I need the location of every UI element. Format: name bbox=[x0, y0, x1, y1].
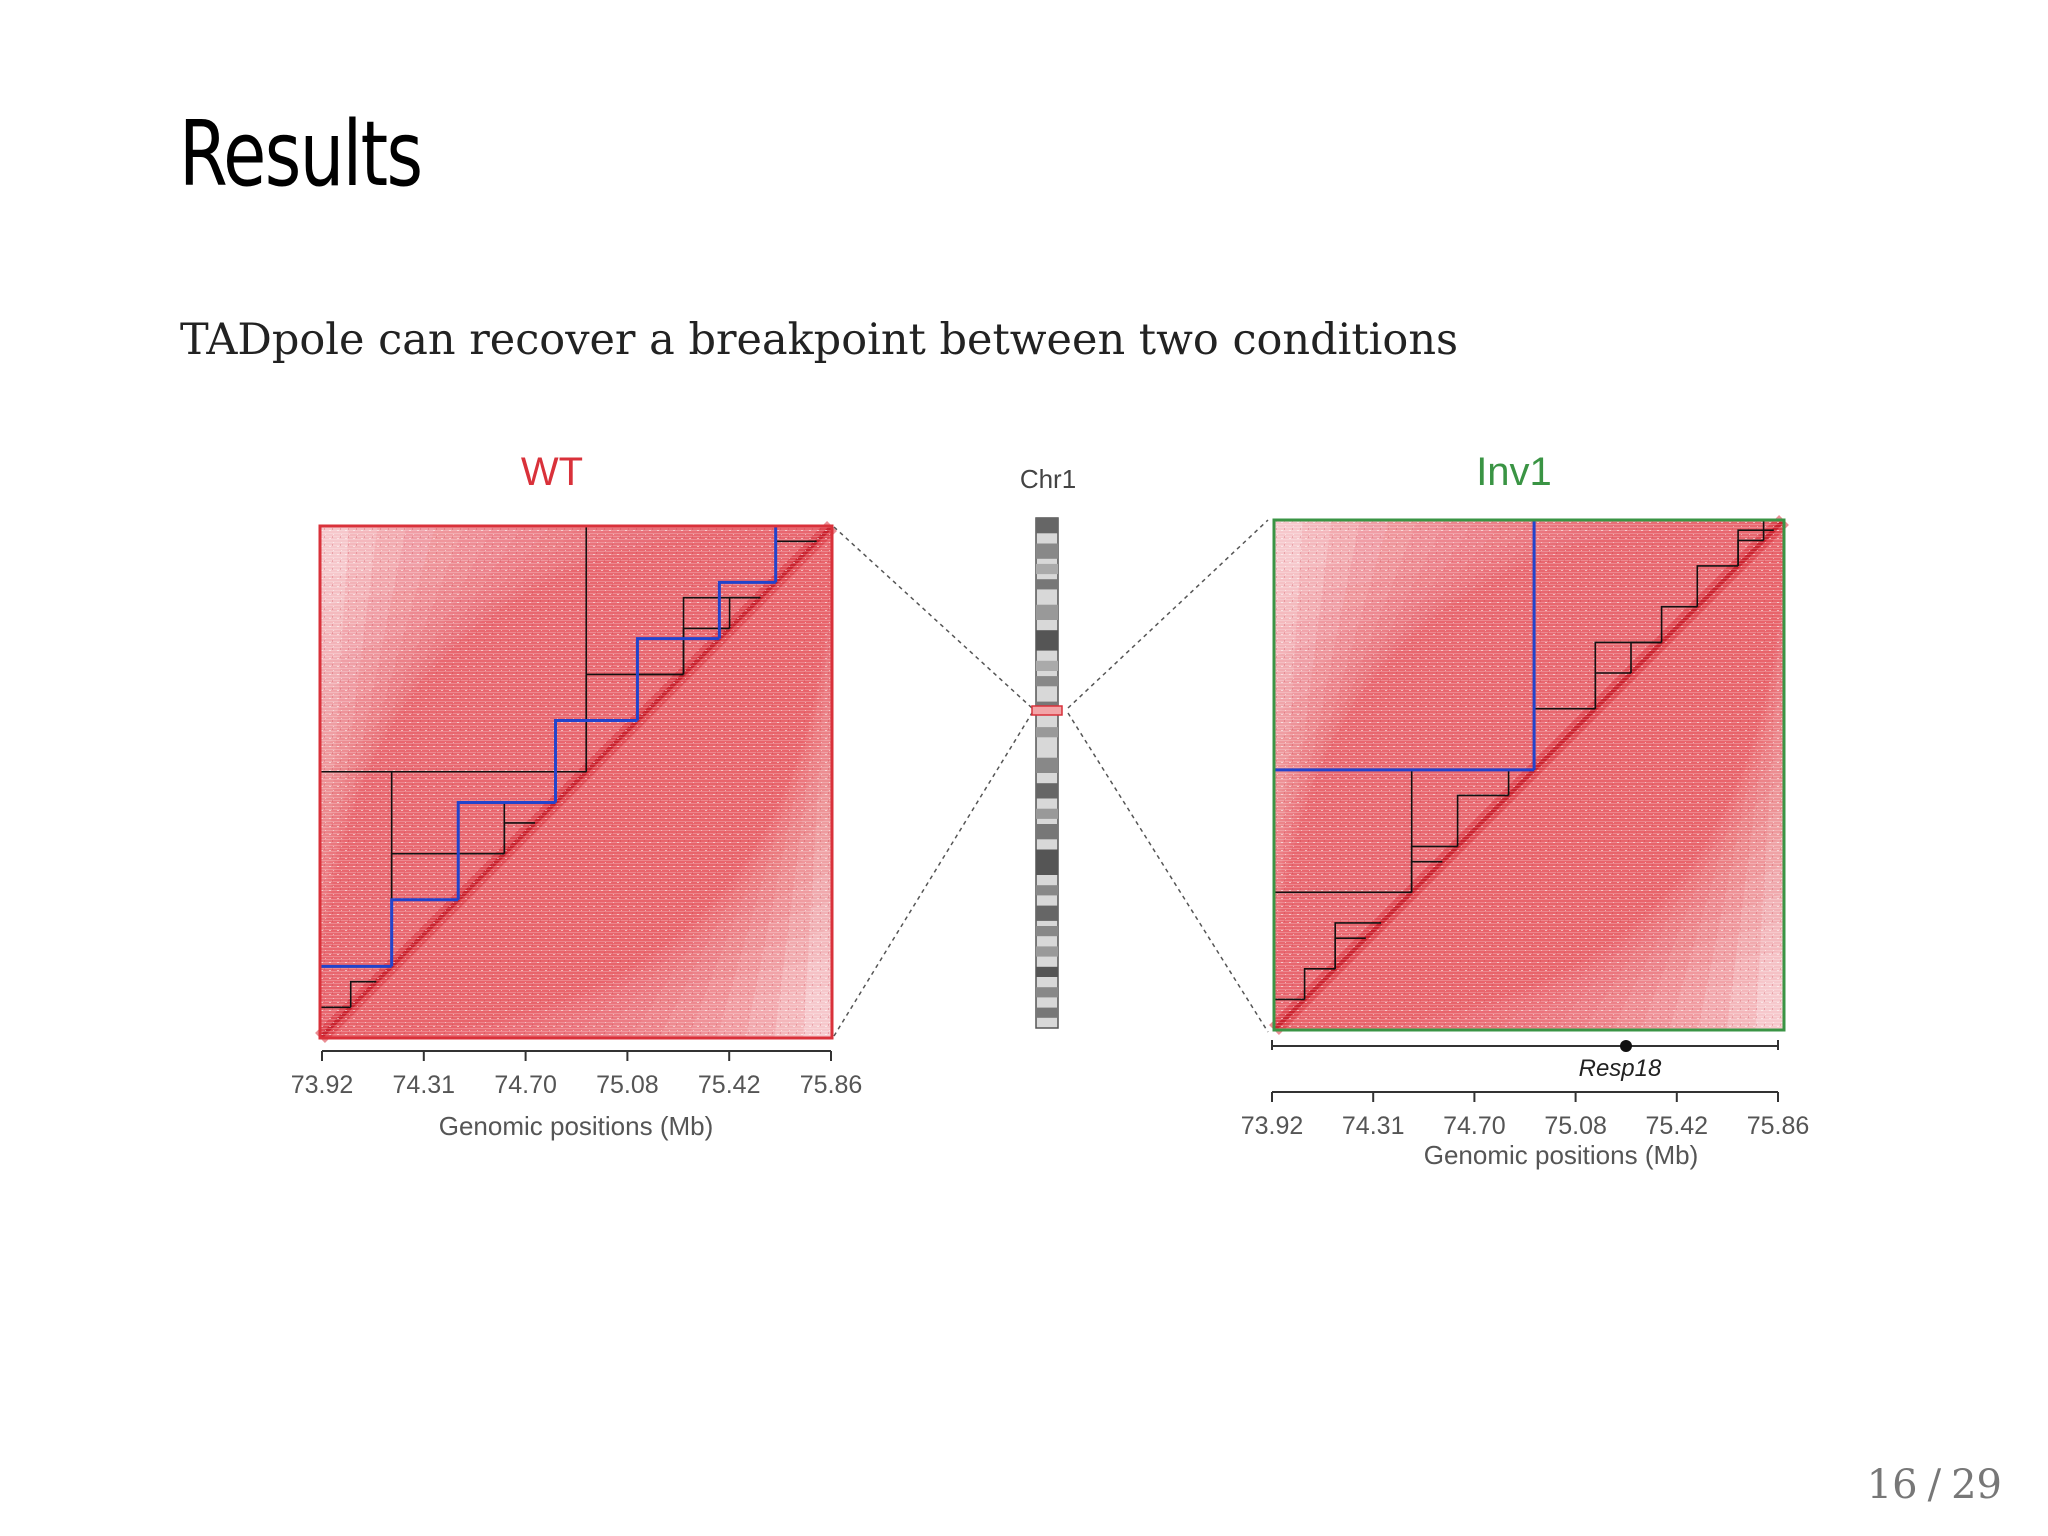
inv1-x-axis: 73.92 74.31 74.70 75.08 75.42 75.86 bbox=[1241, 1091, 1810, 1140]
inv1-tad-black bbox=[1303, 967, 1336, 1000]
page-total: 29 bbox=[1951, 1462, 2002, 1508]
wt-tad-blue bbox=[390, 898, 459, 967]
chromosome-band bbox=[1036, 849, 1058, 875]
chromosome-band bbox=[1036, 727, 1058, 738]
chromosome-band bbox=[1036, 543, 1058, 559]
zoom-guides bbox=[833, 519, 1269, 1037]
chromosome-band bbox=[1036, 926, 1058, 937]
inv1-zoom-guide-top bbox=[1067, 519, 1269, 709]
wt-tad-black bbox=[728, 596, 761, 629]
page-current: 16 bbox=[1866, 1462, 1918, 1508]
wt-texture-noise bbox=[320, 526, 832, 1038]
chromosome-region-highlight bbox=[1031, 705, 1063, 716]
wt-axis-tick-label: 75.42 bbox=[698, 1071, 761, 1099]
page-separator: / bbox=[1927, 1462, 1942, 1508]
inv1-heatmap bbox=[1269, 515, 1789, 1035]
wt-tad-blue bbox=[717, 580, 776, 639]
inv1-heatmap-frame bbox=[1272, 518, 1786, 1032]
chromosome-band bbox=[1036, 1007, 1058, 1018]
resp18-label: Resp18 bbox=[1579, 1055, 1662, 1082]
inv1-axis-tick-label: 74.31 bbox=[1342, 1112, 1405, 1140]
wt-tad-blue bbox=[554, 719, 638, 803]
inv1-tad-black bbox=[1660, 605, 1698, 643]
chromosome-band bbox=[1036, 885, 1058, 896]
wt-tad-blue bbox=[456, 800, 556, 900]
chromosome-band bbox=[1036, 579, 1058, 590]
wt-tad-black bbox=[682, 627, 730, 675]
chromosome-band bbox=[1036, 783, 1058, 799]
slide-subtitle: TADpole can recover a breakpoint between… bbox=[180, 315, 1459, 365]
chromosome-band bbox=[1036, 966, 1058, 977]
inv1-axis-tick-label: 75.86 bbox=[1747, 1112, 1810, 1140]
chromosome-label: Chr1 bbox=[1020, 464, 1076, 494]
chromosome-band bbox=[1036, 563, 1058, 575]
chromosome-band bbox=[1036, 676, 1058, 687]
inv1-tad-black bbox=[1456, 794, 1509, 847]
slide-title: Results bbox=[179, 102, 423, 207]
wt-x-axis: 73.92 74.31 74.70 75.08 75.42 75.86 bbox=[291, 1050, 863, 1099]
figure: WT 73.92 74.31 74.70 75.08 75.42 75.86 Genomi… bbox=[280, 440, 1820, 1200]
inv1-tad-black bbox=[1737, 529, 1774, 566]
inv1-tad-black bbox=[1630, 641, 1662, 673]
inv1-texture-noise bbox=[1274, 520, 1784, 1030]
chromosome-band bbox=[1036, 808, 1058, 819]
inv1-panel-title: Inv1 bbox=[1476, 450, 1552, 494]
inv1-axis-tick-label: 75.08 bbox=[1544, 1112, 1607, 1140]
inv1-axis-tick-label: 73.92 bbox=[1241, 1112, 1304, 1140]
hic-comparison-figure: WT 73.92 74.31 74.70 75.08 75.42 75.86 Genomi… bbox=[291, 450, 1810, 1170]
chromosome-band bbox=[1036, 824, 1058, 840]
wt-panel-title: WT bbox=[521, 450, 583, 494]
page-counter: 16/29 bbox=[1867, 1462, 2002, 1508]
wt-axis-tick-label: 74.31 bbox=[393, 1071, 456, 1099]
wt-tad-black bbox=[349, 980, 377, 1008]
inv1-gene-track: Resp18 bbox=[1271, 1040, 1779, 1082]
inv1-tad-black bbox=[1696, 565, 1739, 607]
wt-tad-black bbox=[503, 822, 536, 854]
wt-axis-tick-label: 73.92 bbox=[291, 1071, 354, 1099]
wt-axis-tick-label: 75.08 bbox=[596, 1071, 659, 1099]
inv1-axis-tick-label: 75.42 bbox=[1646, 1112, 1709, 1140]
wt-heatmap bbox=[315, 521, 837, 1043]
wt-axis-tick-label: 74.70 bbox=[494, 1071, 557, 1099]
wt-x-axis-label: Genomic positions (Mb) bbox=[439, 1111, 714, 1141]
inv1-tad-black bbox=[1410, 860, 1443, 893]
inv1-axis-tick-label: 74.70 bbox=[1443, 1112, 1506, 1140]
wt-tad-blue bbox=[635, 637, 720, 721]
wt-heatmap-frame bbox=[318, 524, 834, 1040]
chromosome-ideogram bbox=[1031, 517, 1063, 1029]
wt-zoom-guide-bottom bbox=[833, 712, 1033, 1037]
chromosome-band bbox=[1036, 604, 1058, 620]
inv1-tad-black bbox=[1334, 937, 1366, 969]
wt-axis-tick-label: 75.86 bbox=[800, 1071, 863, 1099]
chromosome-band bbox=[1036, 757, 1058, 773]
chromosome-band bbox=[1036, 905, 1058, 921]
resp18-marker bbox=[1620, 1040, 1632, 1052]
chromosome-band bbox=[1036, 660, 1058, 671]
inv1-x-axis-label: Genomic positions (Mb) bbox=[1424, 1140, 1699, 1170]
wt-zoom-guide-top bbox=[833, 526, 1033, 709]
chromosome-band bbox=[1036, 518, 1058, 534]
inv1-tad-black bbox=[1594, 672, 1631, 709]
chromosome-band bbox=[1036, 946, 1058, 957]
chromosome-band bbox=[1036, 630, 1058, 651]
chromosome-band bbox=[1036, 987, 1058, 998]
inv1-zoom-guide-bottom bbox=[1067, 712, 1269, 1033]
